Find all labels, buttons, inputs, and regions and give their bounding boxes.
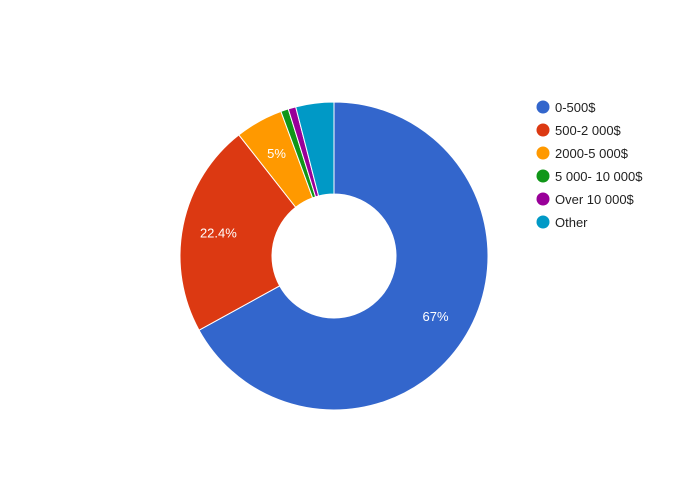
legend-item-0-500[interactable]: 0-500$ [536,100,597,115]
legend-label-500-2-000: 500-2 000$ [555,123,622,138]
slice-0-500[interactable] [198,101,489,411]
legend-item-5-000-10-000[interactable]: 5 000- 10 000$ [536,169,644,184]
data-label-0-500: 67% [423,309,449,324]
legend-item-over-10-000[interactable]: Over 10 000$ [536,192,635,207]
donut-slices [179,101,489,411]
legend-swatch-0-500 [536,100,550,114]
legend-label-0-500: 0-500$ [555,100,596,115]
data-label-2000-5-000: 5% [267,146,286,161]
legend-label-5-000-10-000: 5 000- 10 000$ [555,169,643,184]
legend-swatch-other [536,215,550,229]
slice-500-2-000[interactable] [179,134,297,331]
legend-swatch-2000-5-000 [536,146,550,160]
legend-swatch-5-000-10-000 [536,169,550,183]
legend-swatch-500-2-000 [536,123,550,137]
legend-item-500-2-000[interactable]: 500-2 000$ [536,123,622,138]
legend-item-other[interactable]: Other [536,215,589,230]
legend-label-other: Other [555,215,588,230]
data-label-500-2-000: 22.4% [200,225,237,240]
legend-swatch-over-10-000 [536,192,550,206]
legend: 0-500$ 500-2 000$ 2000-5 000$ 5 000- 10 000… [536,100,644,230]
legend-label-over-10-000: Over 10 000$ [555,192,635,207]
slice-other[interactable] [295,101,335,197]
legend-item-2000-5-000[interactable]: 2000-5 000$ [536,146,629,161]
slice-labels: 67% 22.4% 5% [200,146,449,324]
legend-label-2000-5-000: 2000-5 000$ [555,146,629,161]
